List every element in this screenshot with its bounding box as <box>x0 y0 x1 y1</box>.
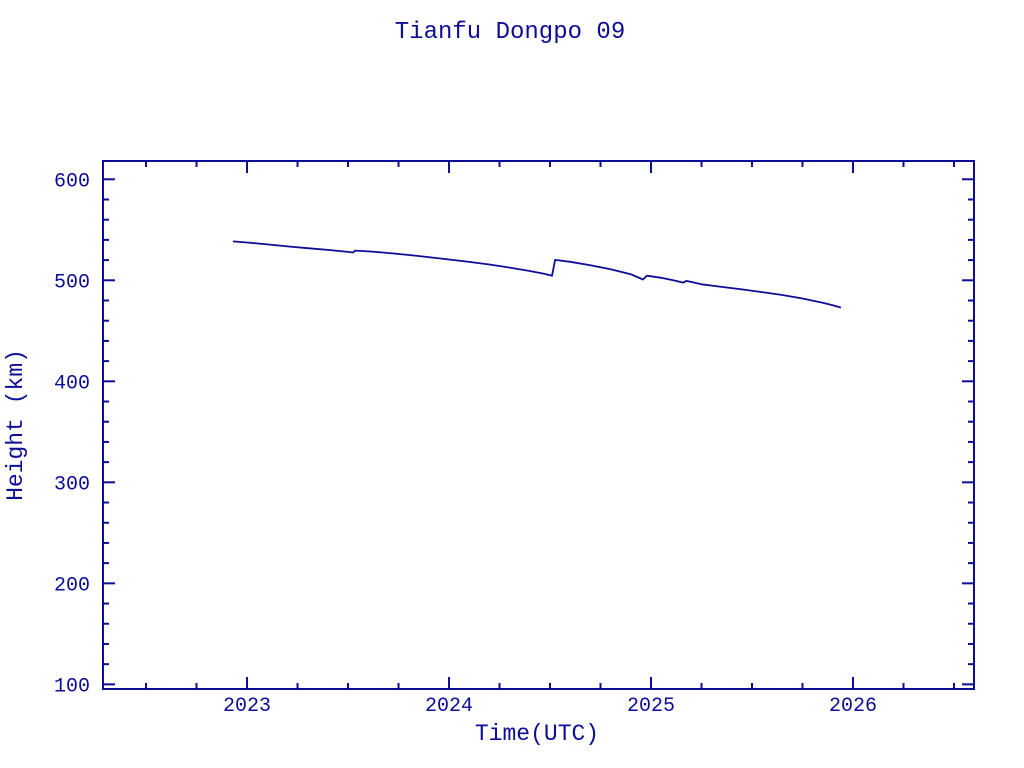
x-tick-label: 2026 <box>829 695 877 718</box>
chart-title: Tianfu Dongpo 09 <box>395 19 625 46</box>
y-tick-label: 400 <box>54 372 90 395</box>
plot-frame <box>102 160 975 690</box>
y-tick-label: 300 <box>54 473 90 496</box>
height-data-line <box>232 240 842 309</box>
y-tick-label: 600 <box>54 170 90 193</box>
y-tick-label: 200 <box>54 574 90 597</box>
series-layer <box>232 240 842 309</box>
x-tick-label: 2025 <box>627 695 675 718</box>
x-tick-label: 2024 <box>425 695 473 718</box>
x-axis-title: Time(UTC) <box>475 721 599 747</box>
y-tick-label: 100 <box>54 675 90 698</box>
x-tick-label: 2023 <box>223 695 271 718</box>
axes-layer: 2023 2024 2025 2026 100 200 300 400 500 600 <box>54 160 975 718</box>
y-tick-label: 500 <box>54 271 90 294</box>
y-axis-title: Height (km) <box>3 349 29 501</box>
